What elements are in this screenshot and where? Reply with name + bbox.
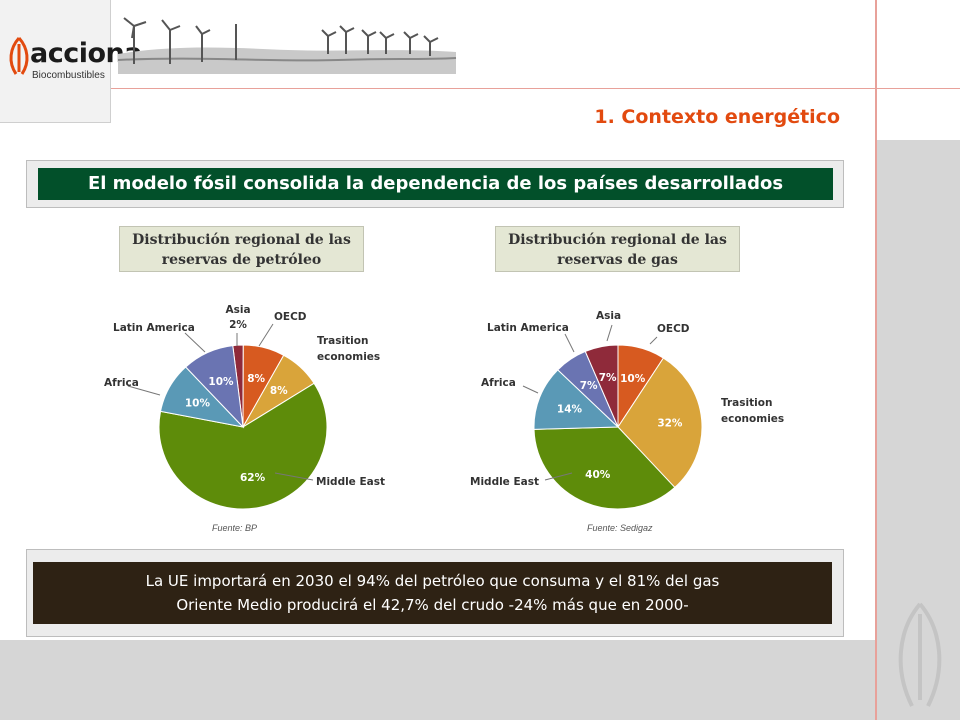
oil-asia-label: Asia bbox=[225, 304, 251, 316]
footer-band bbox=[0, 640, 875, 720]
gas-africa-label: Africa bbox=[481, 377, 516, 389]
gas-slice-asia bbox=[584, 344, 619, 428]
oil-value-label: 10% bbox=[185, 397, 211, 409]
conclusion-box: La UE importará en 2030 el 94% del petró… bbox=[33, 562, 832, 624]
conclusion-line-1: La UE importará en 2030 el 94% del petró… bbox=[145, 572, 720, 590]
oil-middle-east-label: Middle East bbox=[316, 476, 385, 488]
header-divider bbox=[110, 88, 960, 89]
oil-slice-latin-america bbox=[184, 345, 244, 429]
gas-latam-label: Latin America bbox=[487, 322, 569, 334]
gas-transition-label-2: economies bbox=[721, 413, 785, 425]
oil-transition-label-1: Trasition bbox=[317, 335, 369, 347]
gas-transition-label-1: Trasition bbox=[721, 397, 773, 409]
gas-value-label: 7% bbox=[599, 372, 617, 384]
oil-asia-pct: 2% bbox=[229, 319, 247, 331]
leaf-watermark-icon bbox=[898, 602, 942, 707]
gas-middle-east-label: Middle East bbox=[470, 476, 539, 488]
gas-asia-label: Asia bbox=[596, 310, 622, 322]
gas-value-label: 14% bbox=[557, 404, 583, 416]
gas-oecd-label: OECD bbox=[657, 323, 690, 335]
oil-value-label: 8% bbox=[270, 385, 288, 397]
oil-latam-label: Latin America bbox=[113, 322, 195, 334]
oil-transition-label-2: economies bbox=[317, 351, 381, 363]
gas-chart-title-line2: reservas de gas bbox=[557, 252, 678, 268]
oil-chart-title-line1: Distribución regional de las bbox=[132, 232, 351, 248]
acciona-leaf-icon bbox=[9, 36, 29, 75]
gas-source: Fuente: Sedigaz bbox=[587, 523, 653, 533]
oil-value-label: 10% bbox=[208, 376, 234, 388]
gas-chart-title: Distribución regional de las reservas de… bbox=[495, 226, 740, 272]
oil-africa-label: Africa bbox=[104, 377, 139, 389]
gas-reserves-pie-chart: 10% 32% 40% 14% 7%7% bbox=[533, 344, 703, 510]
gas-slice-middle-east bbox=[533, 426, 676, 510]
gas-value-label: 10% bbox=[620, 373, 646, 385]
gas-slice-africa bbox=[533, 369, 620, 430]
conclusion-line-2: Oriente Medio producirá el 42,7% del cru… bbox=[176, 596, 689, 614]
gas-chart-title-line1: Distribución regional de las bbox=[508, 232, 727, 248]
oil-chart-title: Distribución regional de las reservas de… bbox=[119, 226, 364, 272]
gas-value-label: 32% bbox=[657, 418, 683, 430]
oil-oecd-label: OECD bbox=[274, 311, 307, 323]
oil-reserves-pie-chart: 8% 8% 62% 10% 10% bbox=[158, 344, 328, 510]
brand-subtitle: Biocombustibles bbox=[32, 70, 105, 81]
landscape-illustration bbox=[118, 17, 457, 74]
oil-source: Fuente: BP bbox=[212, 523, 258, 533]
section-title: 1. Contexto energético bbox=[594, 106, 840, 128]
gas-slice-trasition-economies bbox=[617, 357, 703, 489]
gas-value-label: 40% bbox=[585, 469, 611, 481]
slide-title: El modelo fósil consolida la dependencia… bbox=[38, 168, 833, 200]
oil-chart-title-line2: reservas de petróleo bbox=[161, 252, 322, 268]
oil-value-label: 62% bbox=[240, 472, 266, 484]
oil-value-label: 8% bbox=[247, 373, 265, 385]
vertical-accent-line bbox=[875, 0, 877, 720]
gas-value-label: 7% bbox=[580, 380, 598, 392]
